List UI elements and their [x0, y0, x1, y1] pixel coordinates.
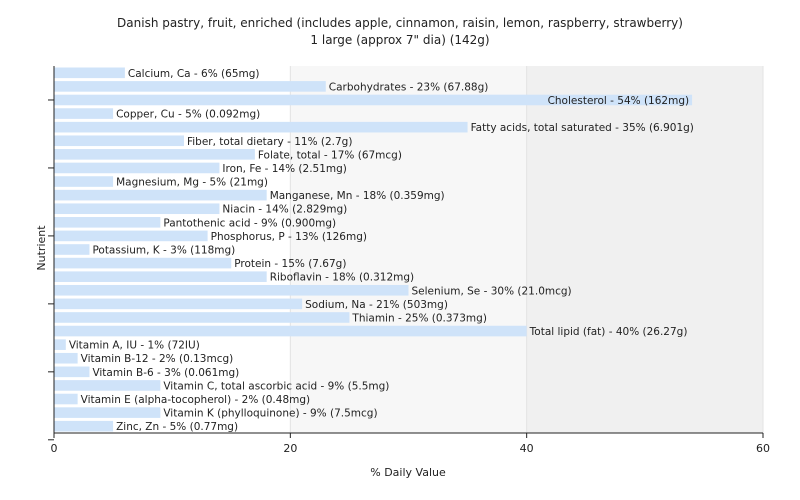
- bar-label: Sodium, Na - 21% (503mg): [305, 299, 448, 311]
- bar-label: Thiamin - 25% (0.373mg): [351, 312, 487, 324]
- bar-label: Potassium, K - 3% (118mg): [92, 245, 235, 257]
- bar: [54, 352, 78, 364]
- grid-band: [290, 66, 527, 433]
- chart-title: Danish pastry, fruit, enriched (includes…: [117, 16, 683, 30]
- bar: [54, 149, 255, 160]
- bar-label: Vitamin A, IU - 1% (72IU): [69, 340, 200, 352]
- bar: [54, 176, 114, 187]
- bar: [54, 393, 78, 405]
- bar-label: Pantothenic acid - 9% (0.900mg): [163, 217, 336, 229]
- bar-label: Riboflavin - 18% (0.312mg): [270, 272, 414, 284]
- bars: Calcium, Ca - 6% (65mg) Carbohydrates - 2…: [54, 67, 694, 433]
- bar: [54, 121, 468, 133]
- bar: [54, 135, 184, 147]
- x-axis-ticks: 0 20 40 60: [51, 433, 770, 455]
- bar-label: Copper, Cu - 5% (0.092mg): [116, 109, 260, 121]
- bar: [54, 298, 303, 310]
- bar: [54, 230, 208, 242]
- bar: [54, 108, 114, 119]
- bar: [54, 325, 527, 337]
- x-tick-label: 0: [51, 442, 58, 455]
- bar-label: Calcium, Ca - 6% (65mg): [128, 68, 260, 80]
- bar: [54, 312, 350, 323]
- x-tick-label: 60: [756, 442, 770, 455]
- bar: [54, 162, 220, 174]
- bar-label: Fatty acids, total saturated - 35% (6.90…: [471, 122, 694, 134]
- bar: [54, 189, 267, 201]
- bar: [54, 67, 125, 79]
- bar-label: Cholesterol - 54% (162mg): [548, 95, 690, 107]
- bar: [54, 420, 114, 432]
- bar-label: Magnesium, Mg - 5% (21mg): [116, 177, 268, 189]
- bar: [54, 94, 693, 106]
- bar-label: Iron, Fe - 14% (2.51mg): [222, 163, 346, 175]
- bar: [54, 257, 232, 269]
- bar: [54, 407, 161, 418]
- bar: [54, 203, 220, 215]
- bar: [54, 380, 161, 391]
- bar-label: Selenium, Se - 30% (21.0mcg): [412, 285, 572, 297]
- bar-label: Protein - 15% (7.67g): [234, 258, 346, 270]
- bar: [54, 217, 161, 228]
- bar-label: Vitamin C, total ascorbic acid - 9% (5.5…: [163, 380, 389, 392]
- bar-label: Niacin - 14% (2.829mg): [222, 204, 347, 216]
- chart-subtitle: 1 large (approx 7" dia) (142g): [310, 33, 489, 47]
- bar: [54, 284, 409, 296]
- bar-label: Vitamin B-12 - 2% (0.13mcg): [81, 353, 234, 365]
- y-axis-title: Nutrient: [35, 225, 48, 271]
- bar: [54, 339, 66, 350]
- bar: [54, 81, 326, 92]
- grid-lines: [289, 66, 764, 433]
- bar-label: Carbohydrates - 23% (67.88g): [329, 81, 489, 93]
- x-tick-label: 20: [283, 442, 297, 455]
- y-axis-ticks: [48, 99, 54, 441]
- bar-label: Zinc, Zn - 5% (0.77mg): [116, 421, 238, 433]
- bar: [54, 244, 90, 255]
- x-axis-title: % Daily Value: [370, 466, 446, 479]
- bar-label: Phosphorus, P - 13% (126mg): [211, 231, 367, 243]
- bar-label: Fiber, total dietary - 11% (2.7g): [187, 136, 352, 148]
- bar-label: Manganese, Mn - 18% (0.359mg): [270, 190, 445, 202]
- bar-label: Vitamin E (alpha-tocopherol) - 2% (0.48m…: [81, 394, 311, 406]
- bar-label: Total lipid (fat) - 40% (26.27g): [529, 326, 688, 338]
- bar-label: Vitamin K (phylloquinone) - 9% (7.5mcg): [163, 408, 377, 420]
- bar: [54, 366, 90, 378]
- bar: [54, 271, 267, 282]
- bar-label: Vitamin B-6 - 3% (0.061mg): [92, 367, 239, 379]
- grid-band: [526, 66, 763, 433]
- bar-label: Folate, total - 17% (67mcg): [258, 149, 402, 161]
- x-tick-label: 40: [520, 442, 534, 455]
